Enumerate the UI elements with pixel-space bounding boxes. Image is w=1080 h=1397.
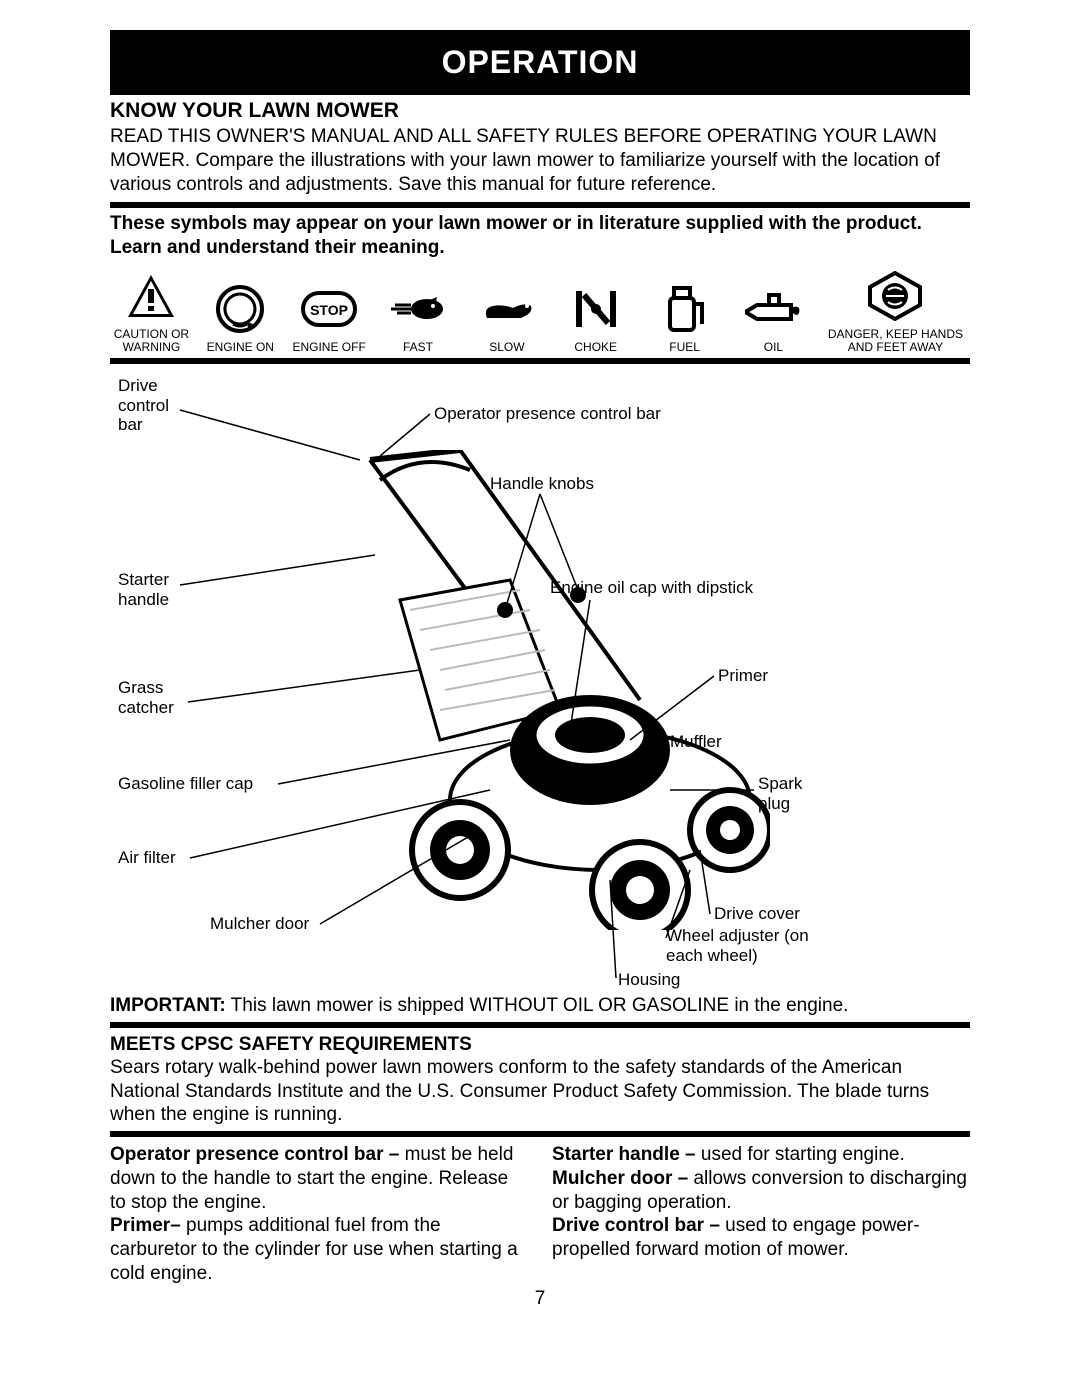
symbol-label: FUEL	[669, 341, 700, 354]
label-gasoline-filler-cap: Gasoline filler cap	[118, 774, 253, 794]
symbol-label: ENGINE OFF	[292, 341, 365, 354]
cpsc-text: Sears rotary walk-behind power lawn mowe…	[110, 1056, 970, 1127]
symbol-label: SLOW	[489, 341, 524, 354]
controls-left-col: Operator presence control bar – must be …	[110, 1143, 528, 1286]
oil-icon	[743, 281, 803, 337]
ctrl-text: used for starting engine.	[701, 1144, 905, 1165]
label-housing: Housing	[618, 970, 680, 990]
fuel-icon	[664, 281, 706, 337]
mower-diagram: Drive control bar Starter handle Grass c…	[110, 370, 970, 990]
symbol-label: ENGINE ON	[207, 341, 274, 354]
slow-icon	[479, 281, 535, 337]
symbol-label: FAST	[403, 341, 433, 354]
label-mulcher-door: Mulcher door	[210, 914, 309, 934]
symbol-label: CHOKE	[574, 341, 617, 354]
symbol-row: CAUTION OR WARNING ENGINE ON STOP ENGINE…	[110, 268, 970, 354]
ctrl-label: Starter handle –	[552, 1144, 701, 1165]
section-banner: OPERATION	[110, 30, 970, 95]
symbol-cell: OIL	[732, 281, 815, 354]
symbol-cell: CAUTION OR WARNING	[110, 268, 193, 354]
symbol-label: OIL	[764, 341, 783, 354]
important-note: IMPORTANT: This lawn mower is shipped WI…	[110, 994, 970, 1018]
choke-icon	[574, 281, 618, 337]
ctrl-label: Drive control bar –	[552, 1215, 725, 1236]
danger-hands-feet-icon	[868, 268, 922, 324]
label-handle-knobs: Handle knobs	[490, 474, 594, 494]
controls-description: Operator presence control bar – must be …	[110, 1143, 970, 1286]
divider	[110, 202, 970, 208]
label-muffler: Muffler	[670, 732, 722, 752]
label-wheel-adjuster: Wheel adjuster (on each wheel)	[666, 926, 816, 965]
engine-off-icon: STOP	[301, 281, 357, 337]
ctrl-label: Operator presence control bar –	[110, 1144, 405, 1165]
label-starter-handle: Starter handle	[118, 570, 188, 609]
label-grass-catcher: Grass catcher	[118, 678, 188, 717]
label-air-filter: Air filter	[118, 848, 176, 868]
important-label: IMPORTANT:	[110, 995, 226, 1016]
controls-right-col: Starter handle – used for starting engin…	[552, 1143, 970, 1286]
mower-illustration	[310, 450, 770, 930]
engine-on-icon	[215, 281, 265, 337]
ctrl-label: Primer–	[110, 1215, 186, 1236]
symbol-cell: FUEL	[643, 281, 726, 354]
svg-text:STOP: STOP	[310, 302, 348, 318]
label-primer: Primer	[718, 666, 768, 686]
symbol-cell: SLOW	[465, 281, 548, 354]
symbol-label: DANGER, KEEP HANDS AND FEET AWAY	[821, 328, 970, 354]
divider	[110, 1022, 970, 1028]
divider	[110, 1131, 970, 1137]
symbol-label: CAUTION OR WARNING	[110, 328, 193, 354]
page-number: 7	[110, 1288, 970, 1310]
label-drive-cover: Drive cover	[714, 904, 800, 924]
know-your-mower-intro: READ THIS OWNER'S MANUAL AND ALL SAFETY …	[110, 125, 970, 196]
divider	[110, 358, 970, 364]
ctrl-label: Mulcher door –	[552, 1168, 693, 1189]
label-drive-control-bar: Drive control bar	[118, 376, 188, 435]
know-your-mower-title: KNOW YOUR LAWN MOWER	[110, 99, 970, 123]
symbol-cell: STOP ENGINE OFF	[288, 281, 371, 354]
symbol-cell: DANGER, KEEP HANDS AND FEET AWAY	[821, 268, 970, 354]
cpsc-title: MEETS CPSC SAFETY REQUIREMENTS	[110, 1034, 970, 1056]
label-operator-presence: Operator presence control bar	[434, 404, 661, 424]
symbol-cell: FAST	[377, 281, 460, 354]
fast-icon	[389, 281, 447, 337]
caution-warning-icon	[126, 268, 176, 324]
label-spark-plug: Spark plug	[758, 774, 818, 813]
symbol-cell: ENGINE ON	[199, 281, 282, 354]
symbol-cell: CHOKE	[554, 281, 637, 354]
symbols-intro: These symbols may appear on your lawn mo…	[110, 212, 970, 260]
label-engine-oil-cap: Engine oil cap with dipstick	[550, 578, 753, 598]
important-body: This lawn mower is shipped WITHOUT OIL O…	[226, 995, 849, 1016]
